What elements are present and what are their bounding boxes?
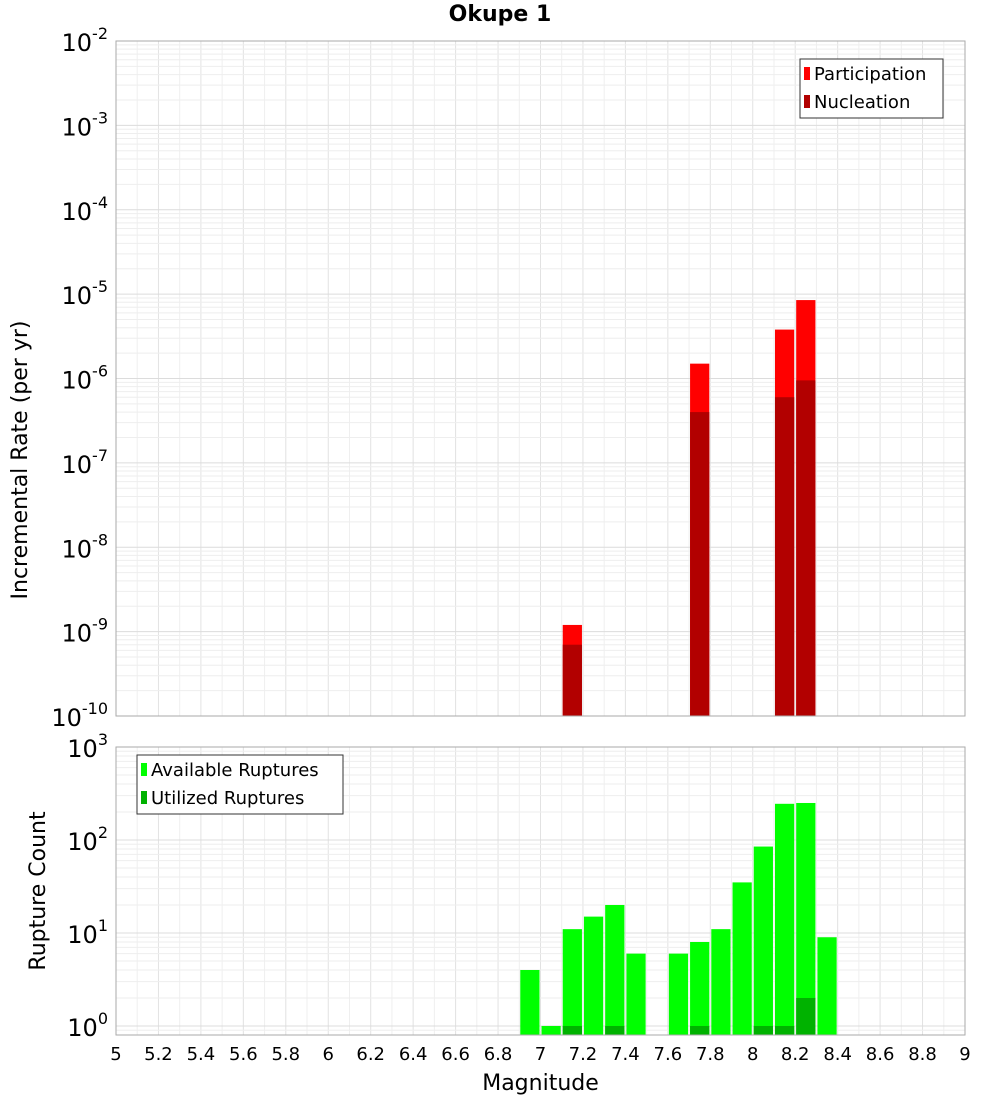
rate-grid [115, 40, 966, 717]
x-tick-label: 8.2 [781, 1044, 810, 1065]
x-tick-label: 8.8 [908, 1044, 937, 1065]
utilized-ruptures-bar [774, 1025, 795, 1035]
y-tick-label: 103 [67, 730, 108, 763]
legend-label: Participation [814, 64, 926, 85]
y-tick-label: 10-10 [51, 699, 108, 732]
y-tick-label: 100 [67, 1009, 108, 1042]
rate-y-tick-labels: 10-10 10-9 10-8 10-7 10-6 10-5 10-4 10-3 10-2 [51, 24, 108, 732]
available-ruptures-bar [562, 929, 582, 1035]
available-ruptures-bar [668, 953, 689, 1035]
utilized-ruptures-bar [562, 1025, 582, 1035]
x-tick-label: 5.2 [144, 1044, 173, 1065]
x-tick-label: 7 [535, 1044, 546, 1065]
y-tick-label: 10-7 [62, 446, 109, 479]
legend-label: Available Ruptures [151, 760, 319, 781]
x-tick-label: 6.2 [356, 1044, 385, 1065]
x-tick-label: 7.6 [654, 1044, 683, 1065]
legend-swatch [804, 67, 810, 80]
y-tick-label: 10-5 [62, 277, 109, 310]
x-tick-label: 5.8 [271, 1044, 300, 1065]
y-tick-label: 10-9 [62, 615, 109, 648]
rate-bars [562, 300, 816, 716]
nucleation-bar [562, 644, 582, 716]
legend-label: Utilized Ruptures [151, 788, 304, 809]
legend-swatch [141, 763, 147, 776]
x-tick-labels: 5 5.2 5.4 5.6 5.8 6 6.2 6.4 6.6 6.8 7 7.2 7.4 7.6 7.8 8… [110, 1044, 970, 1065]
x-tick-label: 7.4 [611, 1044, 640, 1065]
y-tick-label: 102 [67, 823, 108, 856]
legend-swatch [141, 791, 147, 804]
utilized-ruptures-bar [605, 1025, 625, 1035]
legend-box [799, 58, 944, 119]
x-tick-label: 5.4 [187, 1044, 216, 1065]
rate-y-axis-label: Incremental Rate (per yr) [8, 321, 33, 600]
available-ruptures-bar [732, 882, 752, 1035]
available-ruptures-bar [605, 904, 625, 1035]
nucleation-bar [774, 397, 795, 716]
utilized-ruptures-bar [796, 997, 816, 1035]
available-ruptures-bar [817, 937, 837, 1035]
legend-swatch [804, 95, 810, 108]
x-tick-label: 5 [110, 1044, 121, 1065]
available-ruptures-bar [711, 929, 731, 1035]
available-ruptures-bar [753, 846, 773, 1035]
x-tick-label: 5.6 [229, 1044, 258, 1065]
count-y-tick-labels: 100 101 102 103 [67, 730, 108, 1042]
x-axis-label: Magnitude [482, 1071, 599, 1096]
y-tick-label: 10-8 [62, 530, 109, 563]
x-tick-label: 6.4 [399, 1044, 428, 1065]
y-tick-label: 10-6 [62, 362, 109, 395]
utilized-ruptures-bar [753, 1025, 773, 1035]
y-tick-label: 101 [67, 916, 108, 949]
y-tick-label: 10-2 [62, 24, 109, 57]
x-tick-label: 7.8 [696, 1044, 725, 1065]
legend-label: Nucleation [814, 92, 910, 113]
x-tick-label: 8 [747, 1044, 758, 1065]
utilized-ruptures-bar [690, 1025, 710, 1035]
x-tick-label: 9 [959, 1044, 970, 1065]
nucleation-bar [690, 412, 710, 716]
x-tick-label: 6 [323, 1044, 334, 1065]
y-tick-label: 10-3 [62, 108, 109, 141]
available-ruptures-bar [796, 802, 816, 1035]
nucleation-bar [796, 380, 816, 716]
available-ruptures-bar [583, 916, 604, 1035]
y-tick-label: 10-4 [62, 193, 109, 226]
x-tick-label: 8.4 [823, 1044, 852, 1065]
count-legend: Available Ruptures Utilized Ruptures [136, 754, 344, 815]
rate-legend: Participation Nucleation [799, 58, 944, 119]
count-plot-frame [115, 746, 966, 1036]
count-bars [520, 802, 837, 1035]
available-ruptures-bar [690, 942, 710, 1035]
count-y-axis-label: Rupture Count [26, 811, 51, 971]
available-ruptures-bar [520, 969, 540, 1035]
legend-box [136, 754, 344, 815]
available-ruptures-bar [626, 953, 646, 1035]
x-tick-label: 6.6 [441, 1044, 470, 1065]
available-ruptures-bar [774, 803, 795, 1035]
available-ruptures-bar [541, 1025, 561, 1035]
chart-title: Okupe 1 [448, 2, 552, 27]
x-tick-label: 6.8 [484, 1044, 513, 1065]
x-tick-label: 8.6 [866, 1044, 895, 1065]
x-tick-label: 7.2 [569, 1044, 598, 1065]
rate-plot-frame [115, 40, 966, 717]
